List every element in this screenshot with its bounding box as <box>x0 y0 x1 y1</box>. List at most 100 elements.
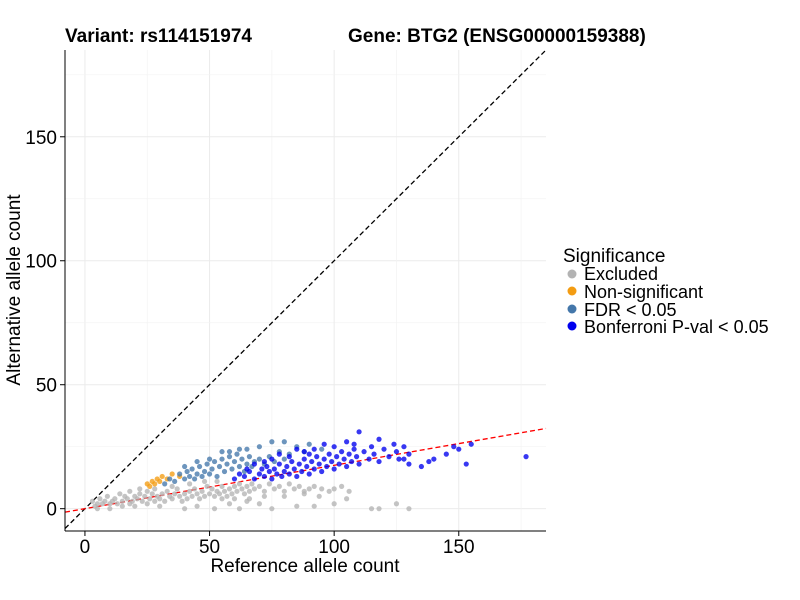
point-excluded <box>311 503 317 509</box>
point-excluded <box>226 501 233 507</box>
point-fdr-0-05 <box>189 466 195 472</box>
point-excluded <box>256 501 262 507</box>
point-bonferroni-p-val-0-05 <box>241 473 248 480</box>
point-excluded <box>152 486 158 492</box>
point-excluded <box>201 493 208 499</box>
point-bonferroni-p-val-0-05 <box>351 446 357 452</box>
point-bonferroni-p-val-0-05 <box>401 444 407 450</box>
x-axis-title: Reference allele count <box>210 556 400 577</box>
point-excluded <box>172 491 178 497</box>
point-non-significant <box>157 478 163 485</box>
point-excluded <box>182 506 188 512</box>
point-excluded <box>219 483 225 489</box>
point-fdr-0-05 <box>236 446 243 452</box>
legend-key-non-significant <box>567 286 577 296</box>
point-fdr-0-05 <box>214 473 220 480</box>
point-excluded <box>89 498 96 504</box>
point-excluded <box>261 488 267 494</box>
point-fdr-0-05 <box>172 478 178 485</box>
point-excluded <box>102 498 108 504</box>
point-bonferroni-p-val-0-05 <box>371 451 377 457</box>
point-bonferroni-p-val-0-05 <box>351 441 357 447</box>
legend-label-non-significant: Non-significant <box>584 282 703 302</box>
point-excluded <box>236 506 243 512</box>
chart-title-gene: Gene: BTG2 (ENSG00000159388) <box>348 26 646 47</box>
point-bonferroni-p-val-0-05 <box>291 466 297 472</box>
point-excluded <box>129 498 135 504</box>
point-bonferroni-p-val-0-05 <box>336 461 342 467</box>
point-excluded <box>346 488 352 494</box>
point-excluded <box>344 496 350 502</box>
point-bonferroni-p-val-0-05 <box>259 466 265 472</box>
point-bonferroni-p-val-0-05 <box>279 473 285 480</box>
point-bonferroni-p-val-0-05 <box>431 456 437 462</box>
ticks: 0 50 100 150 0 50 100 150 <box>25 128 474 558</box>
point-excluded <box>206 491 213 497</box>
point-bonferroni-p-val-0-05 <box>523 454 529 460</box>
y-tick-label: 150 <box>25 128 57 149</box>
point-excluded <box>256 483 262 489</box>
point-fdr-0-05 <box>306 441 312 447</box>
point-bonferroni-p-val-0-05 <box>368 444 375 450</box>
point-excluded <box>114 501 120 507</box>
point-excluded <box>296 483 302 489</box>
point-excluded <box>221 488 228 494</box>
legend: Significance Excluded Non-significant FD… <box>563 246 769 337</box>
point-fdr-0-05 <box>281 456 287 462</box>
point-bonferroni-p-val-0-05 <box>463 461 469 467</box>
point-excluded <box>261 493 267 499</box>
point-excluded <box>164 488 170 494</box>
point-excluded <box>276 483 282 489</box>
legend-entry-excluded: Excluded <box>567 264 658 284</box>
point-excluded <box>294 503 300 509</box>
point-bonferroni-p-val-0-05 <box>299 468 305 475</box>
point-bonferroni-p-val-0-05 <box>329 458 335 465</box>
point-excluded <box>194 491 200 497</box>
legend-label-bonferroni: Bonferroni P-val < 0.05 <box>584 317 769 337</box>
point-excluded <box>191 486 198 492</box>
point-bonferroni-p-val-0-05 <box>244 466 250 472</box>
point-excluded <box>246 496 253 502</box>
point-bonferroni-p-val-0-05 <box>356 461 362 467</box>
point-excluded <box>209 486 215 492</box>
point-bonferroni-p-val-0-05 <box>353 454 360 460</box>
point-excluded <box>224 493 230 499</box>
point-bonferroni-p-val-0-05 <box>349 458 355 465</box>
point-fdr-0-05 <box>201 468 208 475</box>
point-bonferroni-p-val-0-05 <box>286 454 292 460</box>
point-excluded <box>204 483 210 489</box>
point-excluded <box>187 488 193 494</box>
point-excluded <box>301 491 307 497</box>
point-fdr-0-05 <box>229 466 235 472</box>
point-excluded <box>142 493 148 499</box>
point-excluded <box>319 486 325 492</box>
point-excluded <box>152 498 158 504</box>
point-bonferroni-p-val-0-05 <box>426 458 432 465</box>
point-fdr-0-05 <box>281 439 287 445</box>
point-excluded <box>234 488 240 494</box>
point-excluded <box>137 486 143 492</box>
point-bonferroni-p-val-0-05 <box>316 461 322 467</box>
point-bonferroni-p-val-0-05 <box>264 463 270 470</box>
point-excluded <box>182 491 188 497</box>
point-excluded <box>311 483 317 489</box>
point-bonferroni-p-val-0-05 <box>289 458 295 465</box>
point-bonferroni-p-val-0-05 <box>314 454 320 460</box>
point-bonferroni-p-val-0-05 <box>271 466 277 472</box>
point-fdr-0-05 <box>194 471 200 477</box>
point-excluded <box>214 478 220 485</box>
point-bonferroni-p-val-0-05 <box>376 458 382 465</box>
point-bonferroni-p-val-0-05 <box>324 463 330 470</box>
point-excluded <box>137 491 143 497</box>
point-excluded <box>169 483 175 489</box>
point-fdr-0-05 <box>199 473 205 480</box>
point-bonferroni-p-val-0-05 <box>281 468 287 475</box>
point-excluded <box>174 486 180 492</box>
point-excluded <box>226 486 233 492</box>
point-bonferroni-p-val-0-05 <box>269 476 275 482</box>
point-bonferroni-p-val-0-05 <box>306 451 312 457</box>
chart-title-variant: Variant: rs114151974 <box>65 26 252 47</box>
point-bonferroni-p-val-0-05 <box>236 471 243 477</box>
x-tick-label: 0 <box>80 537 91 558</box>
point-excluded <box>231 483 238 489</box>
